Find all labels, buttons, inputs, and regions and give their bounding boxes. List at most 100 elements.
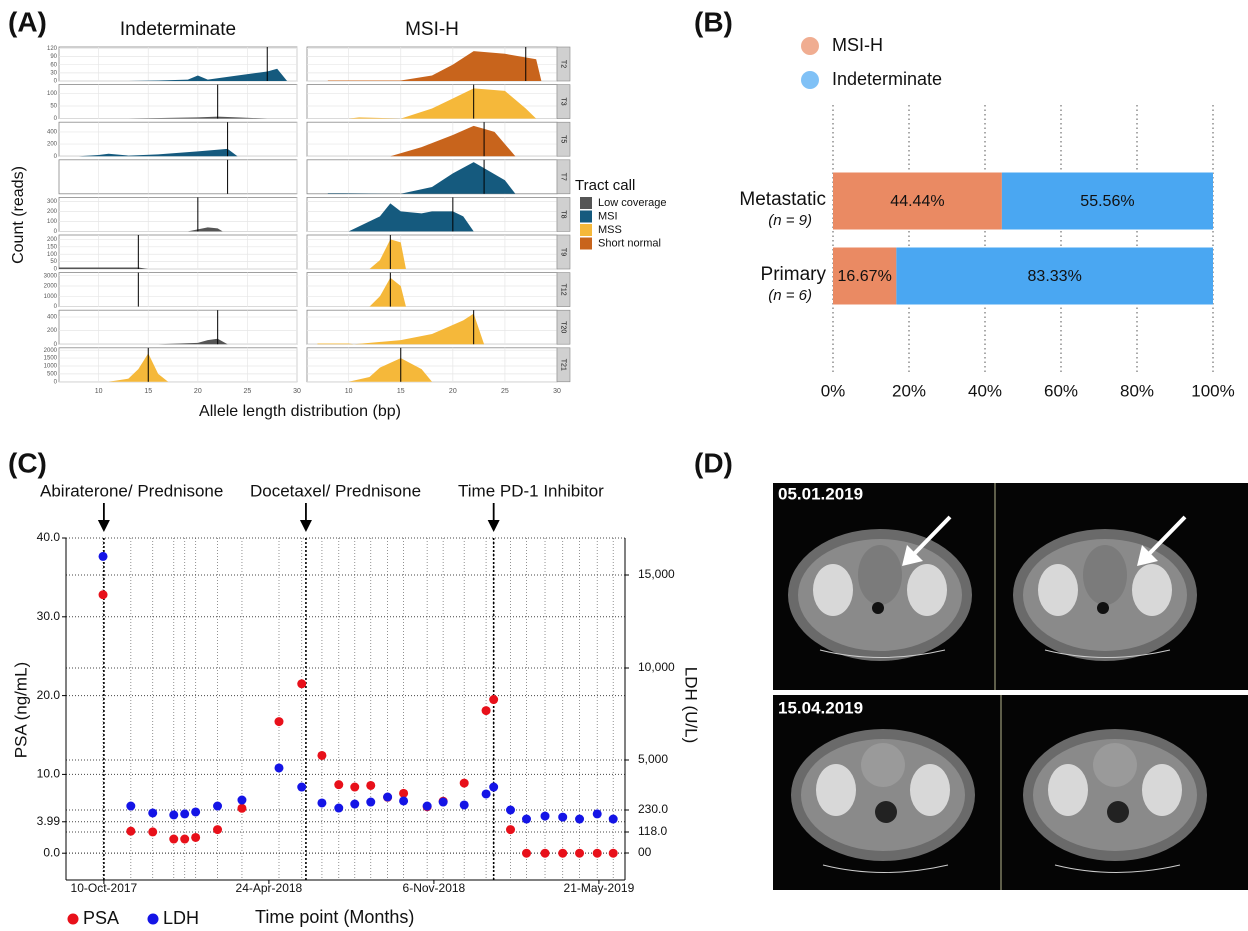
panel-label: (C) xyxy=(8,447,47,478)
y-tick-label: 1000 xyxy=(44,294,58,300)
x-tick-label: 10 xyxy=(95,388,103,395)
y-tick-label: 500 xyxy=(47,371,58,377)
y-tick-label: 0 xyxy=(54,229,58,235)
x-tick-label: 0% xyxy=(821,381,846,400)
data-point xyxy=(575,815,584,824)
y-tick-label: 30.0 xyxy=(37,609,61,623)
annotation-text: Abiraterone/ Prednisone xyxy=(40,481,223,500)
y-axis-label: Count (reads) xyxy=(10,166,27,264)
x-tick-label: 6-Nov-2018 xyxy=(403,881,466,895)
y2-tick-label: 00 xyxy=(638,845,652,859)
data-point xyxy=(399,796,408,805)
facet-label: T5 xyxy=(560,135,567,143)
y-tick-label: 20.0 xyxy=(37,688,61,702)
y2-tick-label: 230.0 xyxy=(638,802,668,816)
legend-swatch xyxy=(580,197,592,209)
y2-tick-label: 10,000 xyxy=(638,660,675,674)
annotation-text: Time PD-1 Inhibitor xyxy=(458,481,604,500)
y-tick-label: 400 xyxy=(47,315,58,321)
facet-panel xyxy=(307,235,557,269)
y-axis-label: PSA (ng/mL) xyxy=(11,662,30,758)
x-tick-label: 25 xyxy=(501,388,509,395)
y-tick-label: 0 xyxy=(54,154,58,160)
x-tick-label: 25 xyxy=(244,388,252,395)
y2-axis-label: LDH (U/L) xyxy=(682,667,701,744)
y-tick-label: 200 xyxy=(47,209,58,215)
x-tick-label: 15 xyxy=(144,388,152,395)
value-label: 83.33% xyxy=(1028,268,1082,285)
facet-panel xyxy=(59,122,297,156)
x-tick-label: 30 xyxy=(553,388,561,395)
y-tick-label: 50 xyxy=(50,104,57,110)
annotation-text: Docetaxel/ Prednisone xyxy=(250,481,421,500)
y-tick-label: 1500 xyxy=(44,356,58,362)
data-point xyxy=(399,789,408,798)
data-point xyxy=(297,679,306,688)
figure: (A) (B) (C) (D) xyxy=(0,0,1248,931)
image-date: 05.01.2019 xyxy=(778,484,863,503)
data-point xyxy=(237,804,246,813)
x-tick-label: 10-Oct-2017 xyxy=(71,881,138,895)
data-point xyxy=(317,798,326,807)
facet-panel xyxy=(59,348,297,382)
column-title: MSI-H xyxy=(405,19,459,40)
data-point xyxy=(489,783,498,792)
facet-panel xyxy=(59,235,297,269)
x-tick-label: 15 xyxy=(397,388,405,395)
data-point xyxy=(126,802,135,811)
data-point xyxy=(99,552,108,561)
data-point xyxy=(297,783,306,792)
y2-tick-label: 15,000 xyxy=(638,567,675,581)
y-tick-label: 150 xyxy=(47,244,58,250)
y-tick-label: 200 xyxy=(47,328,58,334)
legend-marker xyxy=(801,71,819,89)
y-tick-label: 200 xyxy=(47,142,58,148)
y-tick-label: 0.0 xyxy=(43,845,60,859)
data-point xyxy=(609,815,618,824)
x-axis-label: Time point (Months) xyxy=(255,907,414,927)
legend-label: Low coverage xyxy=(598,197,667,209)
y-tick-label: 2000 xyxy=(44,284,58,290)
y-tick-label: 120 xyxy=(47,46,58,52)
y-tick-label: 0 xyxy=(54,116,58,122)
category-note: (n = 9) xyxy=(768,212,812,229)
data-point xyxy=(126,827,135,836)
data-point xyxy=(366,781,375,790)
facet-label: T7 xyxy=(560,173,567,181)
annotation-arrowhead xyxy=(488,520,500,532)
y-tick-label: 2000 xyxy=(44,348,58,354)
data-point xyxy=(148,827,157,836)
y-tick-label: 100 xyxy=(47,91,58,97)
y-tick-label: 90 xyxy=(50,54,57,60)
data-point xyxy=(350,783,359,792)
x-tick-label: 30 xyxy=(293,388,301,395)
legend-label: LDH xyxy=(163,908,199,928)
x-tick-label: 24-Apr-2018 xyxy=(236,881,303,895)
category-note: (n = 6) xyxy=(768,287,812,304)
y-tick-label: 100 xyxy=(47,252,58,258)
legend-swatch xyxy=(580,224,592,236)
legend-swatch xyxy=(580,238,592,250)
data-point xyxy=(541,812,550,821)
data-point xyxy=(180,809,189,818)
y-tick-label: 3.99 xyxy=(37,814,61,828)
facet-label: T8 xyxy=(560,210,567,218)
legend-marker xyxy=(148,914,159,925)
facet-panel xyxy=(59,85,297,119)
legend-marker xyxy=(68,914,79,925)
y-tick-label: 0 xyxy=(54,379,58,385)
x-tick-label: 60% xyxy=(1044,381,1078,400)
data-point xyxy=(334,804,343,813)
y-tick-label: 0 xyxy=(54,79,58,85)
data-point xyxy=(213,825,222,834)
y-tick-label: 40.0 xyxy=(37,530,61,544)
data-point xyxy=(593,849,602,858)
y-tick-label: 300 xyxy=(47,199,58,205)
panel-label: (D) xyxy=(694,447,733,478)
data-point xyxy=(575,849,584,858)
y-tick-label: 100 xyxy=(47,219,58,225)
data-point xyxy=(213,802,222,811)
y-tick-label: 3000 xyxy=(44,273,58,279)
facet-panel xyxy=(307,348,557,382)
data-point xyxy=(609,849,618,858)
